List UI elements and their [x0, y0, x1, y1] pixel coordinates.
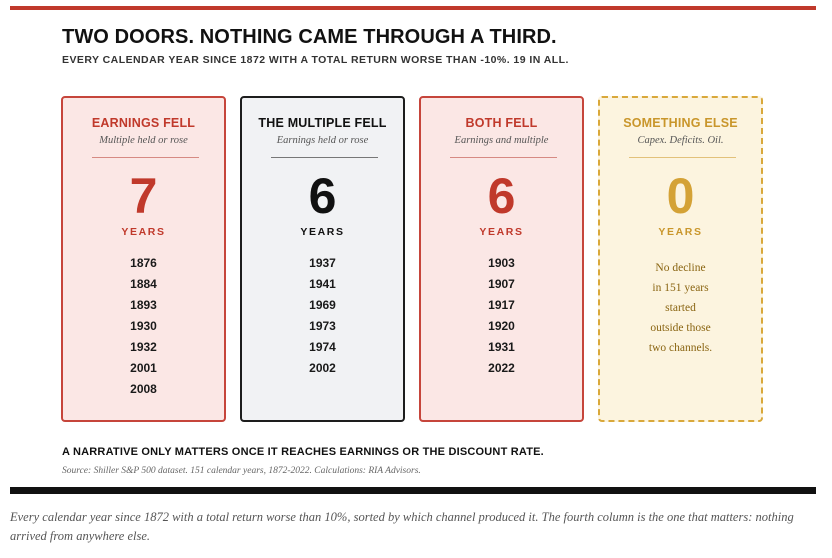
- card-subtitle: Multiple held or rose: [99, 135, 188, 146]
- year-list: 1903 1907 1917 1920 1931 2022: [421, 253, 582, 379]
- card-count: 6: [487, 168, 516, 224]
- note-line: two channels.: [648, 342, 713, 354]
- year-list: 1876 1884 1893 1930 1932 2001 2008: [63, 253, 224, 400]
- year-item: 1907: [488, 277, 515, 291]
- card-something-else: SOMETHING ELSE Capex. Deficits. Oil. 0 Y…: [598, 96, 763, 422]
- year-item: 1903: [488, 256, 515, 270]
- card-unit: YEARS: [121, 226, 166, 238]
- year-item: 1884: [130, 277, 157, 291]
- figure-subtitle: EVERY CALENDAR YEAR SINCE 1872 WITH A TO…: [62, 54, 569, 66]
- year-item: 1969: [309, 298, 336, 312]
- figure-title: TWO DOORS. NOTHING CAME THROUGH A THIRD.: [62, 26, 557, 48]
- card-multiple-fell: THE MULTIPLE FELL Earnings held or rose …: [240, 96, 405, 422]
- card-note: No decline in 151 years started outside …: [610, 258, 751, 358]
- card-subtitle: Earnings held or rose: [276, 135, 369, 146]
- card-title: SOMETHING ELSE: [623, 116, 738, 130]
- year-item: 2001: [130, 361, 157, 375]
- card-title: EARNINGS FELL: [91, 116, 196, 130]
- card-unit: YEARS: [479, 226, 524, 238]
- year-list: 1937 1941 1969 1973 1974 2002: [242, 253, 403, 379]
- year-item: 2002: [309, 361, 336, 375]
- note-line: outside those: [650, 322, 711, 334]
- year-item: 1932: [130, 340, 157, 354]
- card-subtitle: Earnings and multiple: [454, 135, 549, 146]
- note-line: in 151 years: [652, 282, 709, 294]
- year-item: 1974: [309, 340, 336, 354]
- card-count: 7: [129, 168, 158, 224]
- card-unit: YEARS: [658, 226, 703, 238]
- figure-caption: Every calendar year since 1872 with a to…: [10, 510, 794, 543]
- note-line: No decline: [655, 262, 706, 274]
- card-title: BOTH FELL: [465, 116, 538, 130]
- year-item: 1917: [488, 298, 515, 312]
- year-item: 1941: [309, 277, 336, 291]
- top-accent-rule: [10, 6, 816, 10]
- card-unit: YEARS: [300, 226, 345, 238]
- card-title: THE MULTIPLE FELL: [258, 116, 387, 130]
- year-item: 1920: [488, 319, 515, 333]
- source-note: Source: Shiller S&P 500 dataset. 151 cal…: [62, 466, 421, 476]
- card-subtitle: Capex. Deficits. Oil.: [637, 135, 724, 146]
- takeaway-text: A NARRATIVE ONLY MATTERS ONCE IT REACHES…: [62, 446, 544, 458]
- year-item: 1973: [309, 319, 336, 333]
- year-item: 1930: [130, 319, 157, 333]
- bottom-rule: [10, 487, 816, 494]
- year-item: 1876: [130, 256, 157, 270]
- card-divider: [629, 157, 736, 158]
- card-count: 6: [308, 168, 337, 224]
- year-item: 2022: [488, 361, 515, 375]
- year-item: 1937: [309, 256, 336, 270]
- note-line: started: [665, 302, 696, 314]
- card-count: 0: [666, 168, 695, 224]
- card-earnings-fell: EARNINGS FELL Multiple held or rose 7 YE…: [61, 96, 226, 422]
- card-divider: [450, 157, 557, 158]
- card-divider: [271, 157, 378, 158]
- card-divider: [92, 157, 199, 158]
- card-both-fell: BOTH FELL Earnings and multiple 6 YEARS …: [419, 96, 584, 422]
- infographic-figure: TWO DOORS. NOTHING CAME THROUGH A THIRD.…: [10, 6, 816, 494]
- year-item: 2008: [130, 382, 157, 396]
- year-item: 1931: [488, 340, 515, 354]
- year-item: 1893: [130, 298, 157, 312]
